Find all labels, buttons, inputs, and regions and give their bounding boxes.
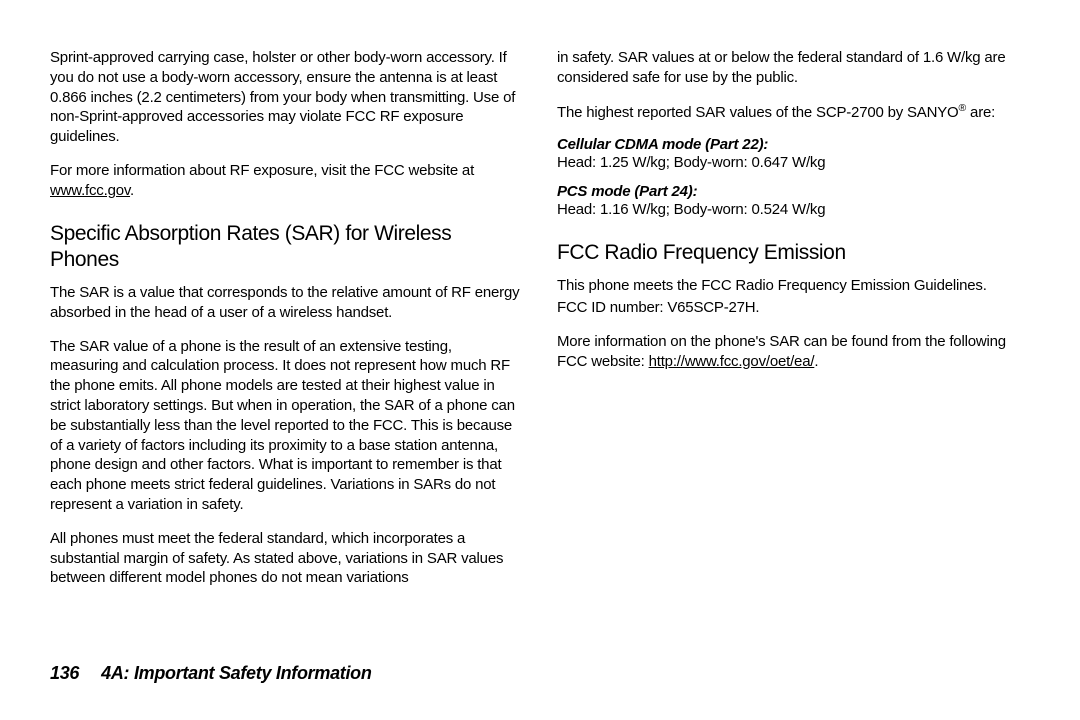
body-paragraph: The SAR is a value that corresponds to t… — [50, 283, 523, 323]
heading-fcc: FCC Radio Frequency Emission — [557, 240, 1030, 266]
body-paragraph: For more information about RF exposure, … — [50, 161, 523, 201]
right-column: in safety. SAR values at or below the fe… — [557, 48, 1030, 602]
heading-sar: Specific Absorption Rates (SAR) for Wire… — [50, 221, 523, 274]
body-paragraph: FCC ID number: V65SCP-27H. — [557, 298, 1030, 318]
left-column: Sprint-approved carrying case, holster o… — [50, 48, 523, 602]
body-paragraph: The SAR value of a phone is the result o… — [50, 337, 523, 515]
section-title: 4A: Important Safety Information — [101, 663, 371, 683]
registered-mark: ® — [959, 102, 967, 114]
body-paragraph: The highest reported SAR values of the S… — [557, 102, 1030, 123]
body-paragraph: Sprint-approved carrying case, holster o… — [50, 48, 523, 147]
sar-mode-label: Cellular CDMA mode (Part 22): — [557, 136, 1030, 153]
text-fragment: The highest reported SAR values of the S… — [557, 104, 959, 121]
body-paragraph: in safety. SAR values at or below the fe… — [557, 48, 1030, 88]
body-paragraph: This phone meets the FCC Radio Frequency… — [557, 276, 1030, 296]
page-content: Sprint-approved carrying case, holster o… — [0, 0, 1080, 602]
sar-mode-block: PCS mode (Part 24): Head: 1.16 W/kg; Bod… — [557, 183, 1030, 220]
sar-mode-label: PCS mode (Part 24): — [557, 183, 1030, 200]
sar-mode-value: Head: 1.25 W/kg; Body-worn: 0.647 W/kg — [557, 153, 1030, 173]
body-paragraph: More information on the phone's SAR can … — [557, 332, 1030, 372]
sar-mode-block: Cellular CDMA mode (Part 22): Head: 1.25… — [557, 136, 1030, 173]
page-footer: 136 4A: Important Safety Information — [50, 663, 372, 684]
link-fcc-oet[interactable]: http://www.fcc.gov/oet/ea/ — [649, 353, 815, 370]
text-fragment: . — [130, 182, 134, 199]
page-number: 136 — [50, 663, 79, 683]
sar-mode-value: Head: 1.16 W/kg; Body-worn: 0.524 W/kg — [557, 200, 1030, 220]
link-fcc[interactable]: www.fcc.gov — [50, 182, 130, 199]
body-paragraph: All phones must meet the federal standar… — [50, 529, 523, 588]
text-fragment: are: — [966, 104, 995, 121]
text-fragment: For more information about RF exposure, … — [50, 162, 474, 179]
text-fragment: . — [814, 353, 818, 370]
